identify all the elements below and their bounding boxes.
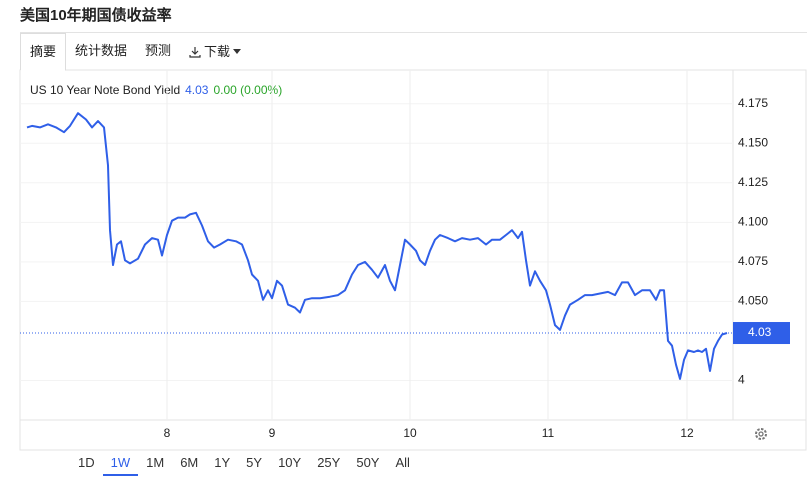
y-tick-label: 4 [738,373,745,387]
settings-icon[interactable] [755,428,767,440]
range-button[interactable]: 10Y [278,455,302,470]
y-tick-label: 4.150 [738,135,768,149]
range-button[interactable]: 1W [102,452,139,476]
range-button[interactable]: 5Y [246,455,263,470]
tab-bar: 摘要 统计数据 预测 下载 [20,32,807,71]
tab[interactable]: 下载 [180,33,250,71]
range-button[interactable]: 1D [78,455,95,470]
x-tick-label: 10 [403,426,417,440]
chart-panel [19,69,807,451]
x-tick-label: 8 [164,426,171,440]
range-button[interactable]: 50Y [356,455,380,470]
legend: US 10 Year Note Bond Yield 4.03 0.00 (0.00… [30,83,282,97]
tab[interactable]: 预测 [145,43,172,58]
x-tick-label: 11 [542,426,555,440]
caret-icon [233,49,242,54]
y-tick-label: 4.100 [738,214,768,228]
tab-label: 下载 [204,44,231,59]
tab[interactable]: 统计数据 [75,43,128,58]
range-button[interactable]: 1M [146,455,165,470]
y-tick-label: 4.175 [738,96,768,110]
range-bar: 1D 1W 1M 6M 1Y 5Y 10Y 25Y 50Y All [70,452,418,476]
line [26,112,728,380]
y-tick-label: 4.125 [738,175,768,189]
x-tick-label: 9 [269,426,276,440]
range-button[interactable]: All [395,455,410,470]
last-value-label: 4.03 [748,325,772,339]
x-tick-label: 12 [680,426,694,440]
y-tick-label: 4.050 [738,294,768,308]
range-button[interactable]: 25Y [317,455,341,470]
legend-item: US 10 Year Note Bond Yield [30,83,180,97]
page-title: 美国10年期国债收益率 [20,7,172,24]
download-icon [189,47,201,58]
range-button[interactable]: 1Y [214,455,231,470]
last-value-box [733,322,790,345]
tab[interactable]: 摘要 [20,33,67,71]
legend-item: 4.03 [185,83,209,97]
y-tick-label: 4.075 [738,254,768,268]
legend-item: 0.00 (0.00%) [213,83,282,97]
range-button[interactable]: 6M [180,455,199,470]
